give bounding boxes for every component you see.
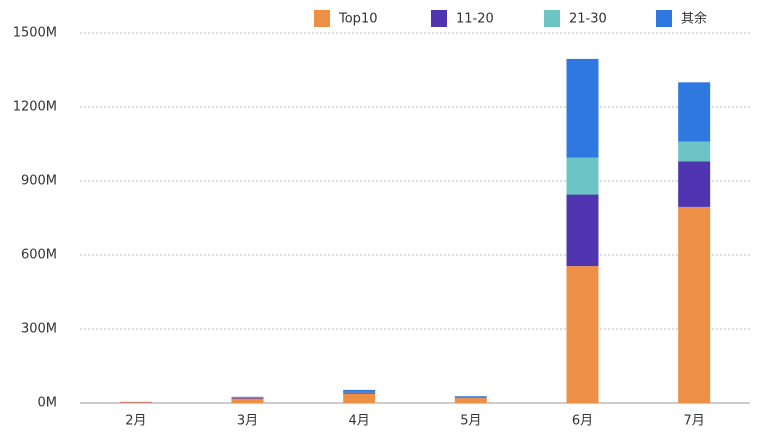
x-tick-label: 6月 — [572, 414, 593, 429]
x-tick-label: 7月 — [684, 414, 705, 429]
bar-segment — [231, 397, 264, 399]
legend-swatch — [314, 10, 330, 27]
legend-swatch — [431, 10, 447, 27]
bar-segment — [678, 141, 711, 162]
legend-label: 21-30 — [569, 12, 607, 27]
x-tick-label: 3月 — [237, 414, 258, 429]
y-tick-label: 600M — [21, 248, 57, 263]
bar-segment — [566, 194, 599, 267]
legend-label: 11-20 — [456, 12, 494, 27]
x-tick-label: 5月 — [460, 414, 481, 429]
y-tick-label: 300M — [21, 322, 57, 337]
bar-segment — [678, 206, 711, 403]
bar-segment — [343, 393, 376, 403]
bar-segment — [678, 82, 711, 142]
y-tick-label: 1200M — [13, 100, 57, 115]
legend-swatch — [656, 10, 672, 27]
bar-segment — [566, 157, 599, 195]
y-tick-label: 1500M — [13, 26, 57, 41]
legend-label: 其余 — [681, 11, 707, 27]
bar-segment — [678, 161, 711, 207]
bar-segment — [566, 266, 599, 403]
bar-segment — [343, 392, 376, 394]
bar-segment — [454, 396, 487, 397]
y-tick-label: 0M — [38, 396, 58, 411]
bar-segment — [454, 397, 487, 399]
legend-label: Top10 — [338, 12, 377, 27]
legend-swatch — [544, 10, 560, 27]
y-tick-label: 900M — [21, 174, 57, 189]
x-tick-label: 2月 — [125, 414, 146, 429]
bar-segment — [119, 402, 152, 403]
bar-segment — [231, 398, 264, 403]
x-tick-label: 4月 — [349, 414, 370, 429]
bar-segment — [454, 398, 487, 403]
bar-segment — [566, 58, 599, 158]
bar-segment — [343, 389, 376, 392]
bar-segment — [231, 396, 264, 398]
